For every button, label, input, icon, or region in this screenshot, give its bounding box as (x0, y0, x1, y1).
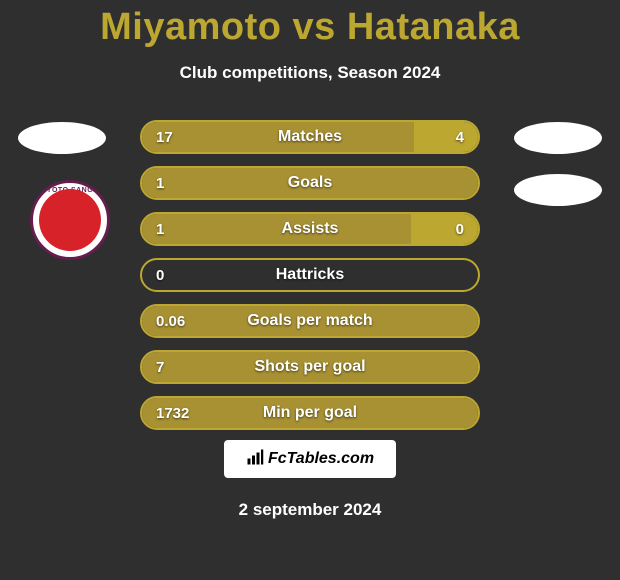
stat-label: Shots per goal (142, 352, 478, 382)
stat-row: 0.06Goals per match (140, 304, 480, 338)
subtitle: Club competitions, Season 2024 (0, 63, 620, 83)
stat-row: 1732Min per goal (140, 396, 480, 430)
stat-row: 0Hattricks (140, 258, 480, 292)
page-title: Miyamoto vs Hatanaka (0, 0, 620, 49)
player-badge-left (18, 122, 106, 154)
stat-label: Matches (142, 122, 478, 152)
chart-icon (246, 448, 264, 471)
stat-row: 10Assists (140, 212, 480, 246)
stat-row: 1Goals (140, 166, 480, 200)
stat-label: Min per goal (142, 398, 478, 428)
club-logo-inner (39, 189, 101, 251)
brand-box: FcTables.com (224, 440, 396, 478)
stat-row: 174Matches (140, 120, 480, 154)
brand-text: FcTables.com (268, 450, 374, 468)
player-badge-right-2 (514, 174, 602, 206)
player-badge-right-1 (514, 122, 602, 154)
stats-container: 174Matches 1Goals 10Assists 0Hattricks 0.06G… (140, 120, 480, 442)
stat-label: Assists (142, 214, 478, 244)
stat-row: 7Shots per goal (140, 350, 480, 384)
stat-label: Goals (142, 168, 478, 198)
club-logo: KYOTO SANGA (30, 180, 110, 260)
footer-date: 2 september 2024 (0, 500, 620, 520)
stat-label: Goals per match (142, 306, 478, 336)
stat-label: Hattricks (142, 260, 478, 290)
